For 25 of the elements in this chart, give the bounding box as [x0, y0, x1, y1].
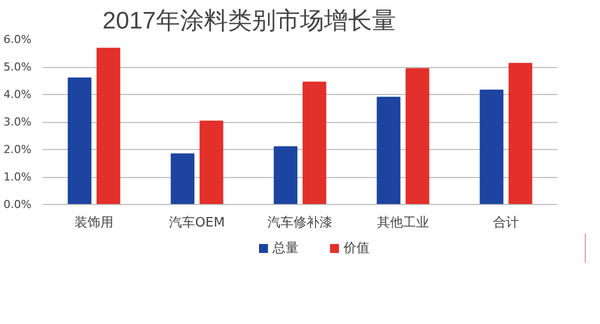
- legend-label: 总量: [272, 239, 298, 257]
- x-tick-label: 其他工业: [377, 216, 429, 230]
- bar: [376, 96, 400, 204]
- bar: [302, 82, 326, 204]
- x-tick-label: 合计: [493, 216, 519, 230]
- bar: [508, 62, 532, 204]
- y-tick-label: 4.0%: [4, 88, 32, 101]
- legend-label: 价值: [344, 239, 370, 257]
- y-tick-label: 3.0%: [4, 116, 32, 128]
- y-tick-label: 0.0%: [4, 198, 32, 211]
- y-tick-label: 5.0%: [4, 60, 32, 74]
- x-tick-label: 汽车修补漆: [268, 216, 332, 230]
- y-tick-label: 6.0%: [4, 33, 32, 46]
- bar: [68, 78, 92, 204]
- bar: [170, 153, 194, 204]
- bar: [480, 90, 504, 204]
- chart-title: 2017年涂料类别市场增长量: [102, 8, 396, 34]
- y-tick-label: 2.0%: [4, 143, 32, 156]
- bar: [274, 146, 298, 204]
- bar: [406, 68, 430, 204]
- x-tick-label: 装饰用: [74, 216, 114, 230]
- bar: [200, 120, 224, 204]
- y-tick-label: 1.0%: [4, 170, 32, 184]
- x-tick-label: 汽车OEM: [169, 216, 225, 230]
- bar: [96, 48, 120, 204]
